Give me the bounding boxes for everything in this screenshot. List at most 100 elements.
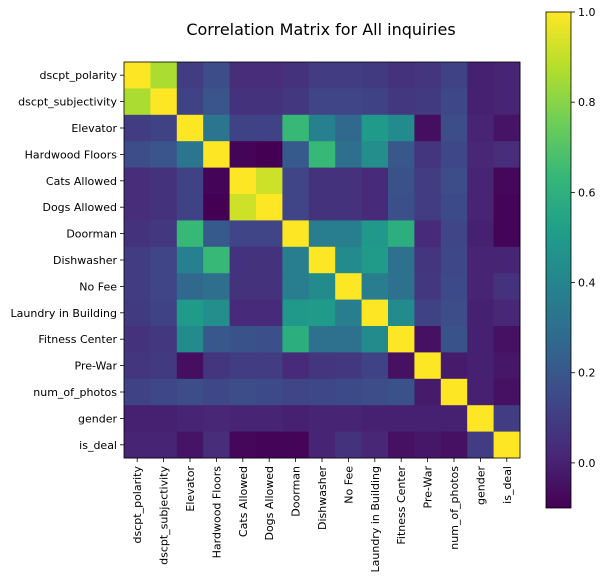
heatmap-cell	[335, 299, 362, 327]
heatmap-cell	[282, 378, 310, 406]
heatmap-cell	[282, 167, 310, 195]
heatmap-cell	[150, 405, 178, 432]
x-tick-label: Dishwasher	[316, 466, 329, 530]
heatmap-cell	[203, 141, 230, 168]
heatmap-cell	[256, 431, 283, 459]
heatmap-cell	[467, 220, 494, 248]
heatmap-cell	[493, 114, 521, 142]
heatmap-cell	[414, 167, 442, 195]
heatmap-cell	[361, 299, 389, 327]
colorbar-ticks: 0.0 0.2 0.4 0.6 0.8 1.0	[571, 6, 596, 470]
heatmap-cell	[124, 114, 151, 142]
heatmap-cell	[388, 299, 415, 327]
heatmap-cell	[176, 141, 204, 168]
heatmap-cell	[308, 326, 336, 353]
x-tick-label: Cats Allowed	[237, 466, 250, 537]
heatmap-cell	[203, 431, 230, 459]
heatmap-cell	[335, 194, 362, 221]
heatmap-cell	[124, 141, 151, 168]
heatmap-cell	[150, 378, 178, 406]
heatmap-cell	[308, 378, 336, 406]
heatmap-cell	[361, 405, 389, 432]
heatmap-cell	[467, 326, 494, 353]
heatmap-cell	[176, 88, 204, 116]
heatmap-cell	[256, 299, 283, 327]
chart-title: Correlation Matrix for All inquiries	[186, 20, 455, 39]
heatmap-cell	[388, 405, 415, 432]
heatmap-cell	[361, 62, 389, 89]
heatmap-cell	[282, 194, 310, 221]
heatmap-cell	[308, 167, 336, 195]
heatmap-cell	[493, 62, 521, 89]
heatmap-cell	[308, 62, 336, 89]
heatmap-cell	[203, 378, 230, 406]
heatmap-cell	[150, 88, 178, 116]
heatmap-cell	[388, 167, 415, 195]
heatmap-cell	[256, 167, 283, 195]
heatmap-cell	[414, 194, 442, 221]
x-tick-label: dscpt_subjectivity	[158, 466, 171, 565]
heatmap-cell	[467, 62, 494, 89]
heatmap-cell	[467, 431, 494, 459]
heatmap-cell	[176, 194, 204, 221]
colorbar-tick-label: 0.6	[578, 186, 596, 199]
heatmap-cell	[414, 141, 442, 168]
heatmap-cell	[493, 378, 521, 406]
heatmap-cell	[176, 246, 204, 274]
heatmap-cell	[440, 114, 468, 142]
heatmap-cell	[124, 88, 151, 116]
heatmap-cell	[150, 352, 178, 380]
heatmap-cell	[203, 114, 230, 142]
y-tick-label: Elevator	[71, 122, 117, 135]
heatmap-cell	[335, 405, 362, 432]
heatmap-cell	[256, 141, 283, 168]
heatmap-cell	[203, 220, 230, 248]
heatmap-cell	[203, 246, 230, 274]
heatmap-cell	[361, 141, 389, 168]
x-tick-label: Elevator	[184, 466, 197, 512]
heatmap-cell	[124, 378, 151, 406]
heatmap-cell	[467, 141, 494, 168]
heatmap-cell	[282, 141, 310, 168]
y-tick-label: dscpt_subjectivity	[18, 96, 117, 109]
heatmap-cell	[229, 220, 257, 248]
heatmap-cell	[229, 246, 257, 274]
heatmap-cell	[282, 246, 310, 274]
heatmap-cells	[124, 62, 521, 459]
heatmap-cell	[414, 299, 442, 327]
x-tick-labels: dscpt_polarity dscpt_subjectivity Elevator…	[131, 458, 514, 572]
y-tick-label: Cats Allowed	[46, 175, 117, 188]
heatmap-cell	[361, 114, 389, 142]
heatmap-cell	[256, 194, 283, 221]
heatmap-cell	[124, 326, 151, 353]
heatmap-cell	[282, 88, 310, 116]
heatmap-cell	[124, 246, 151, 274]
heatmap-cell	[256, 405, 283, 432]
heatmap-cell	[414, 62, 442, 89]
x-tick-label: is_deal	[501, 466, 514, 504]
heatmap-cell	[308, 273, 336, 300]
heatmap-cell	[203, 62, 230, 89]
y-tick-label: is_deal	[79, 439, 117, 452]
y-tick-label: gender	[78, 412, 117, 425]
heatmap-cell	[256, 220, 283, 248]
heatmap-cell	[229, 431, 257, 459]
x-tick-label: num_of_photos	[448, 466, 461, 550]
heatmap-cell	[282, 114, 310, 142]
heatmap-cell	[150, 194, 178, 221]
x-tick-label: Dogs Allowed	[263, 466, 276, 541]
heatmap-cell	[493, 326, 521, 353]
heatmap-cell	[308, 220, 336, 248]
x-tick-label: gender	[474, 466, 487, 505]
heatmap-cell	[335, 114, 362, 142]
heatmap-cell	[124, 405, 151, 432]
heatmap-cell	[493, 431, 521, 459]
heatmap-cell	[361, 378, 389, 406]
heatmap-cell	[440, 167, 468, 195]
heatmap-cell	[256, 326, 283, 353]
heatmap-cell	[203, 352, 230, 380]
y-tick-label: No Fee	[79, 280, 117, 293]
x-tick-label: Doorman	[290, 466, 303, 517]
heatmap-cell	[388, 114, 415, 142]
heatmap-cell	[229, 352, 257, 380]
